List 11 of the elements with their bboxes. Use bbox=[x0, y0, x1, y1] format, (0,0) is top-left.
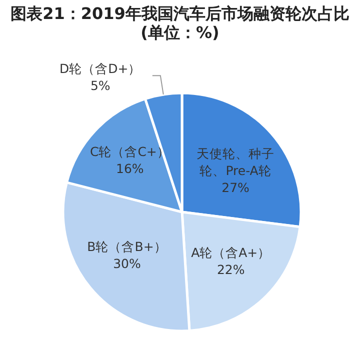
data-label: 5% bbox=[89, 76, 112, 94]
slice-label: A轮（含A+） bbox=[190, 244, 272, 262]
data-label: 16% bbox=[115, 160, 145, 178]
slice-label: B轮（含B+） bbox=[86, 238, 168, 254]
chart-title: 图表21：2019年我国汽车后市场融资轮次占比(单位：%) bbox=[10, 4, 350, 42]
data-label: 27% bbox=[220, 178, 250, 196]
slice-label: D轮（含D+） bbox=[58, 60, 142, 77]
slice-label: C轮（含C+） bbox=[88, 143, 171, 160]
data-label: 22% bbox=[216, 261, 246, 278]
data-label: 30% bbox=[112, 254, 142, 272]
slice-label: 天使轮、种子轮、Pre-A轮 bbox=[196, 144, 276, 179]
